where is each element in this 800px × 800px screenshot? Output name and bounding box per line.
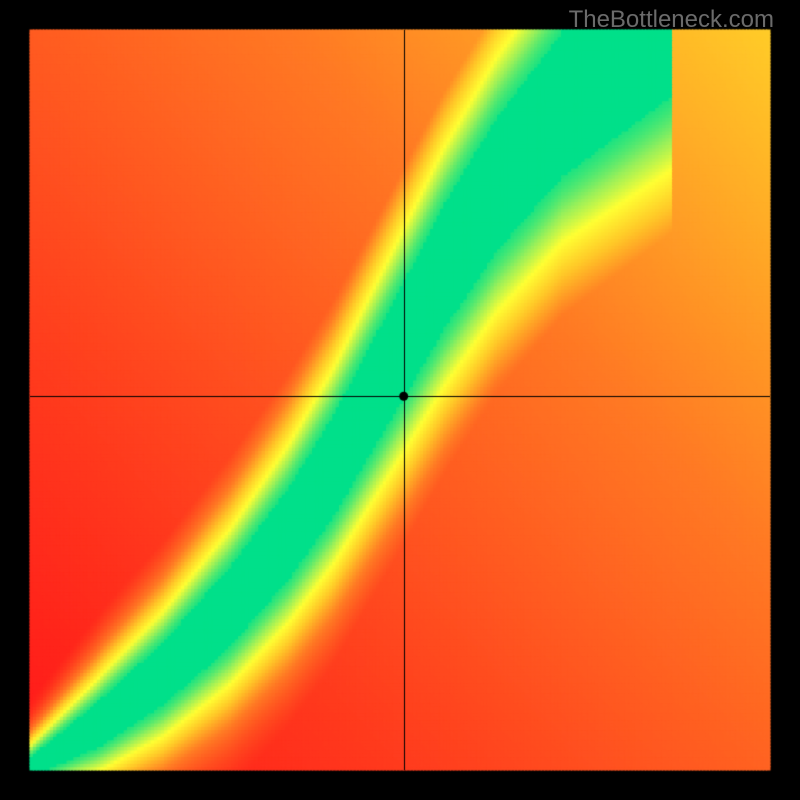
chart-container: TheBottleneck.com xyxy=(0,0,800,800)
watermark-text: TheBottleneck.com xyxy=(569,6,774,34)
bottleneck-heatmap xyxy=(0,0,800,800)
